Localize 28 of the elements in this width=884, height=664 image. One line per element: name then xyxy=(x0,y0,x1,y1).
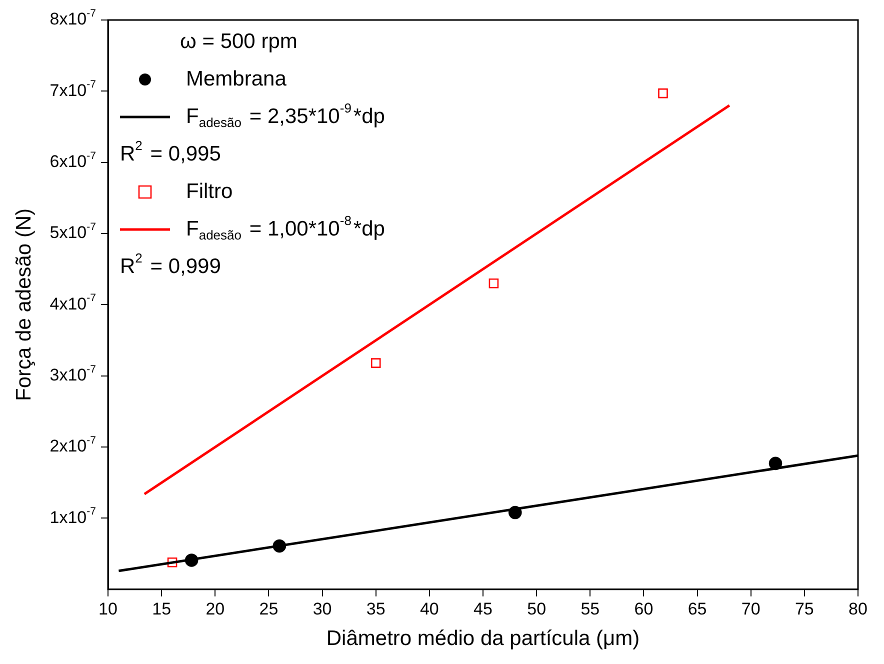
x-tick-label: 60 xyxy=(634,599,654,618)
x-axis-title: Diâmetro médio da partícula (μm) xyxy=(326,627,640,650)
legend-label: Membrana xyxy=(186,67,287,90)
x-tick-label: 70 xyxy=(741,599,760,618)
point xyxy=(167,557,178,568)
point xyxy=(488,278,499,288)
x-tick-label: 80 xyxy=(848,599,868,618)
point xyxy=(370,358,381,368)
x-tick-label: 65 xyxy=(688,599,707,618)
x-tick-label: 45 xyxy=(474,599,492,618)
x-tick-label: 25 xyxy=(259,599,278,618)
x-tick-label: 75 xyxy=(794,599,814,618)
x-tick-label: 15 xyxy=(152,599,172,618)
point xyxy=(184,554,198,567)
x-tick-label: 55 xyxy=(580,599,600,618)
point xyxy=(272,539,286,553)
x-tick-label: 35 xyxy=(366,599,386,618)
point xyxy=(768,456,782,470)
point xyxy=(658,88,668,98)
legend-label: Filtro xyxy=(186,180,233,203)
y-axis-title: Força de adesão (N) xyxy=(12,208,36,401)
x-tick-label: 30 xyxy=(312,599,332,618)
point xyxy=(508,506,522,520)
x-tick-label: 40 xyxy=(420,599,439,618)
x-tick-label: 50 xyxy=(527,599,546,618)
x-tick-label: 20 xyxy=(206,599,225,618)
annotation: ω = 500 rpm xyxy=(180,30,298,53)
x-tick-label: 10 xyxy=(98,599,118,618)
